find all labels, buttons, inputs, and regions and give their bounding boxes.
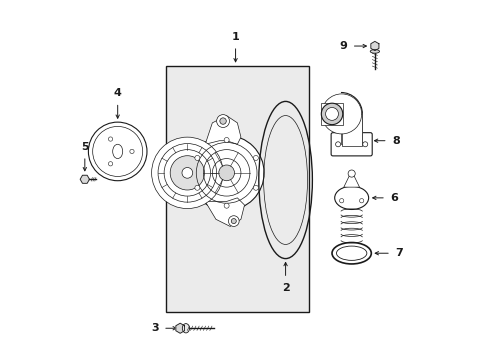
Text: 9: 9 — [339, 41, 346, 51]
Bar — [165, 66, 308, 312]
Text: 8: 8 — [391, 136, 399, 146]
Circle shape — [359, 199, 363, 203]
Circle shape — [362, 142, 367, 147]
Circle shape — [164, 150, 210, 196]
Circle shape — [88, 122, 147, 181]
Circle shape — [339, 199, 343, 203]
Circle shape — [189, 135, 264, 210]
Circle shape — [325, 108, 338, 120]
Circle shape — [224, 203, 229, 208]
Ellipse shape — [182, 324, 189, 333]
FancyBboxPatch shape — [330, 133, 371, 156]
Polygon shape — [370, 41, 378, 51]
Circle shape — [158, 144, 216, 202]
Bar — [340, 114, 362, 144]
Text: 3: 3 — [151, 323, 159, 333]
Circle shape — [93, 126, 142, 176]
Text: 4: 4 — [114, 88, 122, 98]
Polygon shape — [205, 198, 244, 226]
Circle shape — [228, 216, 239, 226]
Circle shape — [182, 167, 192, 178]
Circle shape — [108, 137, 112, 141]
Circle shape — [321, 94, 361, 134]
Circle shape — [151, 137, 223, 208]
Circle shape — [130, 149, 134, 154]
Text: 5: 5 — [81, 142, 88, 152]
Circle shape — [231, 219, 236, 224]
Polygon shape — [80, 175, 89, 183]
Text: 2: 2 — [281, 283, 289, 293]
Circle shape — [194, 156, 200, 161]
FancyBboxPatch shape — [341, 114, 361, 146]
Text: 7: 7 — [394, 248, 402, 258]
Ellipse shape — [336, 246, 366, 260]
Polygon shape — [343, 175, 359, 187]
Circle shape — [170, 156, 204, 190]
Circle shape — [335, 142, 340, 147]
Circle shape — [253, 156, 258, 161]
Circle shape — [194, 185, 200, 190]
Bar — [321, 103, 342, 125]
Ellipse shape — [334, 186, 368, 210]
Circle shape — [216, 114, 229, 127]
Circle shape — [347, 170, 354, 177]
Circle shape — [253, 185, 258, 190]
Circle shape — [220, 118, 226, 124]
Polygon shape — [176, 323, 184, 333]
Text: 1: 1 — [231, 32, 239, 42]
Polygon shape — [205, 116, 241, 144]
Circle shape — [108, 162, 112, 166]
Circle shape — [224, 138, 229, 143]
Circle shape — [218, 165, 234, 181]
Ellipse shape — [369, 50, 379, 53]
Polygon shape — [190, 135, 226, 210]
Circle shape — [321, 103, 342, 125]
Text: 6: 6 — [389, 193, 397, 203]
